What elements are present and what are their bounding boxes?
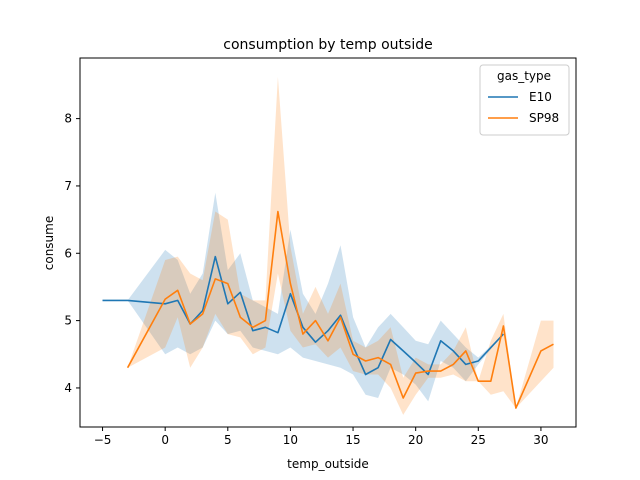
legend-label-sp98: SP98 (529, 111, 559, 125)
series-lines (102, 210, 554, 409)
x-axis-ticks: −5 0 5 10 15 20 25 30 (94, 427, 549, 447)
x-tick-label: 10 (283, 433, 298, 447)
x-tick-label: 25 (471, 433, 486, 447)
x-tick-label: −5 (94, 433, 112, 447)
chart-title: consumption by temp outside (223, 37, 432, 53)
legend-title: gas_type (497, 69, 551, 83)
series-line-sp98 (126, 210, 554, 409)
x-axis-label: temp_outside (287, 457, 369, 471)
legend-label-e10: E10 (529, 90, 552, 104)
x-tick-label: 5 (224, 433, 232, 447)
legend: gas_type E10 SP98 (479, 64, 570, 136)
x-tick-label: 15 (345, 433, 360, 447)
confidence-bands (102, 76, 554, 415)
confidence-band-e10 (102, 192, 504, 402)
y-tick-label: 7 (64, 179, 72, 193)
y-tick-label: 5 (64, 314, 72, 328)
x-tick-label: 30 (533, 433, 548, 447)
y-tick-label: 8 (64, 112, 72, 126)
x-tick-label: 0 (161, 433, 169, 447)
confidence-band-sp98 (127, 76, 554, 415)
y-axis-label: consume (42, 216, 56, 270)
x-tick-label: 20 (408, 433, 423, 447)
plot-frame (79, 57, 577, 428)
y-axis-ticks: 4 5 6 7 8 (64, 112, 80, 395)
y-tick-label: 6 (64, 246, 72, 260)
series-line-e10 (102, 255, 504, 376)
y-tick-label: 4 (64, 381, 72, 395)
